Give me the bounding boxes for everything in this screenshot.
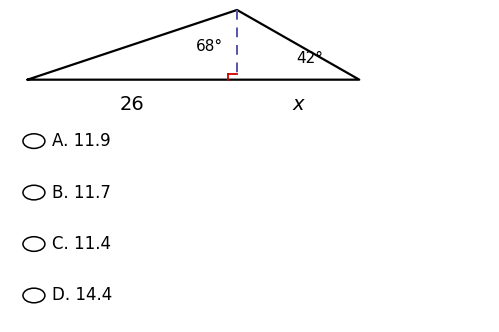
Text: 26: 26	[120, 95, 145, 114]
Text: 42°: 42°	[296, 50, 323, 66]
Text: C. 11.4: C. 11.4	[52, 235, 111, 253]
Text: D. 14.4: D. 14.4	[52, 287, 113, 304]
Text: 68°: 68°	[196, 39, 223, 54]
Text: x: x	[292, 95, 304, 114]
Text: B. 11.7: B. 11.7	[52, 184, 111, 202]
Text: A. 11.9: A. 11.9	[52, 132, 111, 150]
